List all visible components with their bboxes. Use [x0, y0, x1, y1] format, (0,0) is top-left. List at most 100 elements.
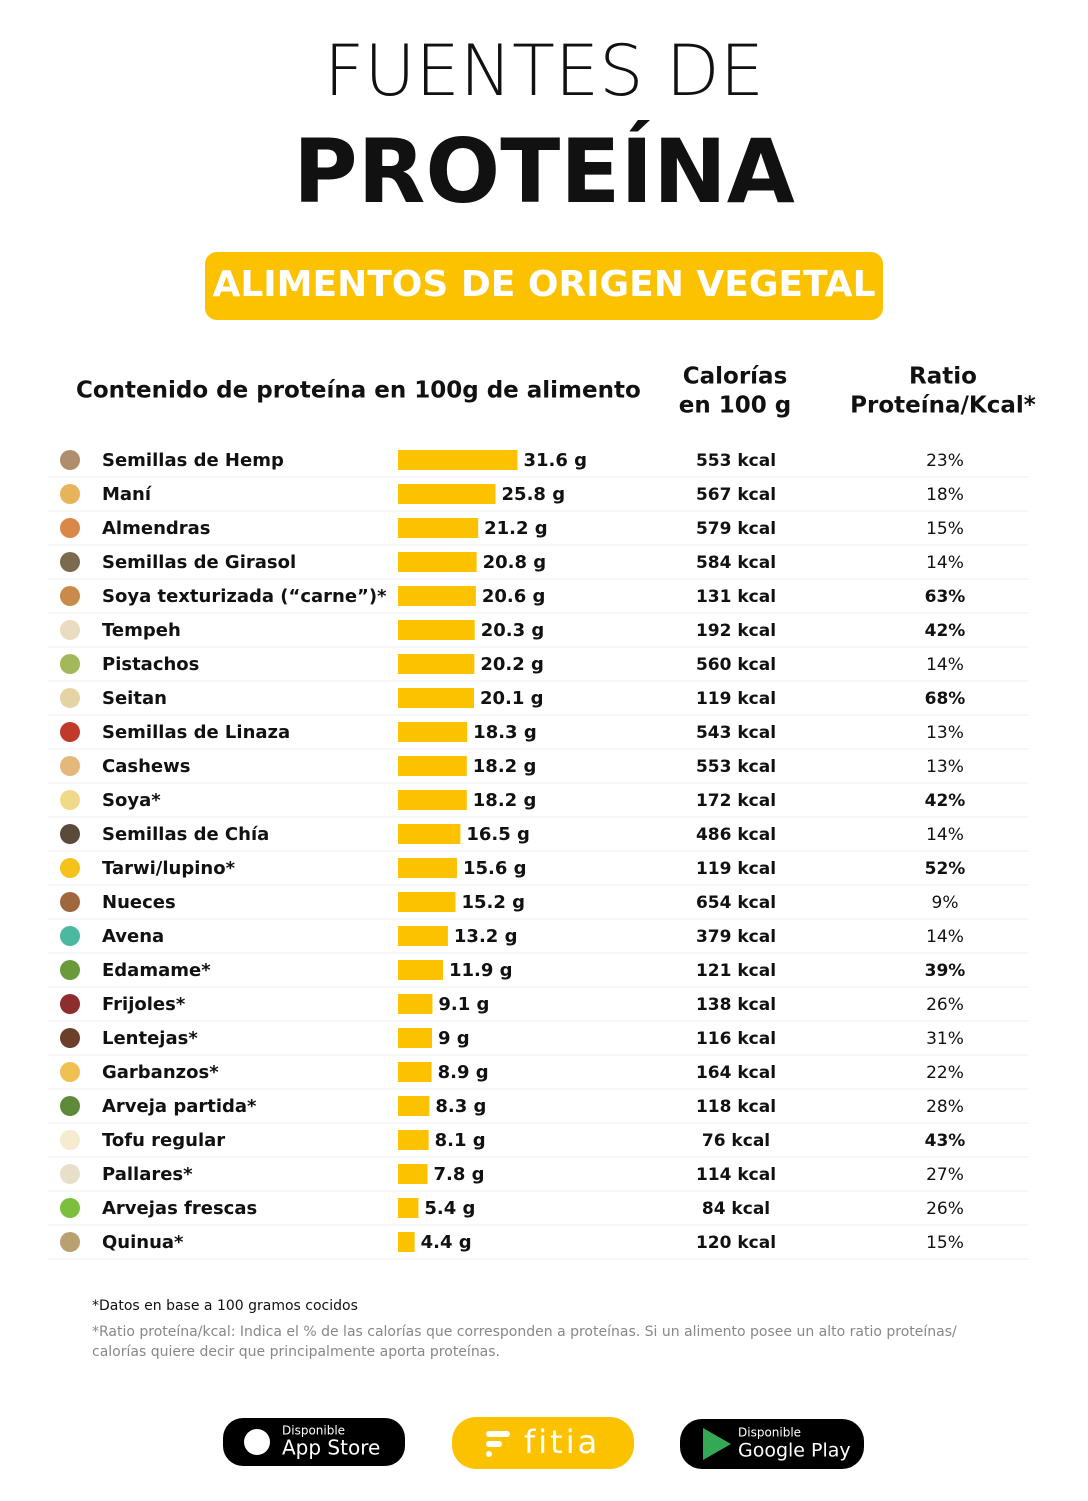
protein-bar: [398, 1164, 428, 1184]
ratio: 9%: [932, 893, 959, 913]
protein-label: 20.1 g: [480, 688, 544, 709]
protein-label: 20.2 g: [480, 654, 544, 675]
calories: 560 kcal: [696, 655, 776, 675]
food-name: Frijoles*: [102, 994, 186, 1015]
protein-bar: [398, 790, 467, 810]
protein-bar: [398, 722, 468, 742]
googleplay-button[interactable]: [680, 1419, 864, 1469]
calories: 553 kcal: [696, 451, 776, 471]
calories: 76 kcal: [702, 1131, 770, 1151]
food-icon: [60, 756, 80, 776]
ratio: 39%: [925, 961, 966, 981]
googleplay-label: Google Play: [738, 1440, 851, 1462]
title-line1: FUENTES DE: [324, 30, 764, 112]
ratio: 52%: [925, 859, 966, 879]
food-icon: [60, 1164, 80, 1184]
protein-label: 9 g: [438, 1028, 470, 1049]
protein-bar: [398, 586, 476, 606]
protein-bar: [398, 1232, 415, 1252]
protein-label: 18.3 g: [473, 722, 537, 743]
calories: 584 kcal: [696, 553, 776, 573]
food-name: Cashews: [102, 756, 190, 777]
brand-icon: [486, 1431, 510, 1437]
protein-label: 20.3 g: [481, 620, 545, 641]
food-icon: [60, 1062, 80, 1082]
protein-label: 7.8 g: [433, 1164, 484, 1185]
food-name: Tarwi/lupino*: [102, 858, 236, 879]
protein-bar: [398, 858, 457, 878]
protein-bar: [398, 552, 477, 572]
appstore-button[interactable]: [223, 1418, 405, 1466]
protein-label: 20.6 g: [482, 586, 546, 607]
ratio: 15%: [926, 519, 964, 539]
food-icon: [60, 1198, 80, 1218]
protein-bar: [398, 960, 443, 980]
protein-bar: [398, 688, 474, 708]
header-ratio: Proteína/Kcal*: [850, 393, 1036, 419]
ratio: 22%: [926, 1063, 964, 1083]
ratio: 68%: [925, 689, 966, 709]
food-name: Seitan: [102, 688, 167, 709]
calories: 131 kcal: [696, 587, 776, 607]
calories: 121 kcal: [696, 961, 776, 981]
food-icon: [60, 688, 80, 708]
protein-bar: [398, 654, 475, 674]
ratio: 42%: [925, 621, 966, 641]
protein-bar: [398, 484, 496, 504]
food-name: Soya texturizada (“carne”)*: [102, 586, 387, 607]
header-protein: Contenido de proteína en 100g de aliment…: [76, 378, 641, 404]
food-icon: [60, 824, 80, 844]
food-name: Semillas de Linaza: [102, 722, 290, 743]
protein-bar: [398, 756, 467, 776]
food-icon: [60, 1130, 80, 1150]
ratio: 26%: [926, 1199, 964, 1219]
calories: 172 kcal: [696, 791, 776, 811]
appstore-label: App Store: [282, 1436, 380, 1460]
calories: 543 kcal: [696, 723, 776, 743]
food-name: Lentejas*: [102, 1028, 198, 1049]
food-name: Quinua*: [102, 1232, 184, 1253]
footnote: *Ratio proteína/kcal: Indica el % de las…: [92, 1324, 957, 1340]
calories: 114 kcal: [696, 1165, 776, 1185]
banner-text: ALIMENTOS DE ORIGEN VEGETAL: [212, 264, 875, 305]
food-icon: [60, 892, 80, 912]
ratio: 27%: [926, 1165, 964, 1185]
food-name: Maní: [102, 484, 152, 505]
calories: 119 kcal: [696, 689, 776, 709]
ratio: 31%: [926, 1029, 964, 1049]
protein-label: 16.5 g: [466, 824, 530, 845]
protein-label: 25.8 g: [502, 484, 566, 505]
protein-label: 13.2 g: [454, 926, 518, 947]
calories: 567 kcal: [696, 485, 776, 505]
food-icon: [60, 1232, 80, 1252]
ratio: 13%: [926, 723, 964, 743]
food-icon: [60, 450, 80, 470]
protein-label: 8.1 g: [435, 1130, 486, 1151]
ratio: 63%: [925, 587, 966, 607]
food-name: Semillas de Chía: [102, 824, 269, 845]
food-icon: [60, 858, 80, 878]
protein-bar: [398, 1062, 432, 1082]
protein-label: 5.4 g: [424, 1198, 475, 1219]
ratio: 14%: [926, 825, 964, 845]
food-icon: [60, 654, 80, 674]
protein-bar: [398, 994, 433, 1014]
protein-label: 15.6 g: [463, 858, 527, 879]
food-name: Pistachos: [102, 654, 199, 675]
calories: 486 kcal: [696, 825, 776, 845]
ratio: 15%: [926, 1233, 964, 1253]
calories: 164 kcal: [696, 1063, 776, 1083]
banner: [205, 252, 883, 320]
brand-button[interactable]: [452, 1417, 634, 1469]
protein-label: 9.1 g: [438, 994, 489, 1015]
calories: 553 kcal: [696, 757, 776, 777]
food-icon: [60, 1028, 80, 1048]
ratio: 14%: [926, 655, 964, 675]
protein-label: 18.2 g: [473, 790, 537, 811]
calories: 192 kcal: [696, 621, 776, 641]
food-name: Avena: [102, 926, 164, 947]
food-icon: [60, 994, 80, 1014]
footnote: calorías quiere decir que principalmente…: [92, 1344, 500, 1360]
brand-label: fitia: [524, 1423, 600, 1461]
